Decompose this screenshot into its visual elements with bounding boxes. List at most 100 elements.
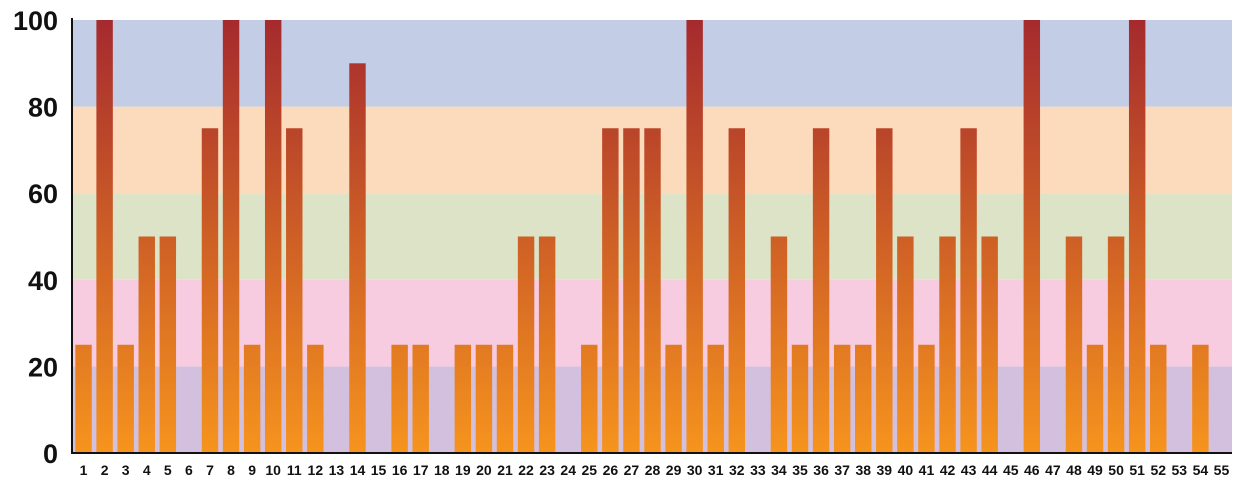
bar-7 [201,128,219,453]
x-tick-label-54: 54 [1193,462,1209,478]
bars [75,20,1209,454]
bar-5 [159,236,177,453]
bar-39 [876,128,893,453]
bar-44 [981,236,998,453]
x-tick-label-4: 4 [143,462,151,478]
x-tick-label-14: 14 [350,462,366,478]
y-tick-label-80: 80 [28,93,58,123]
bar-20 [475,344,493,453]
x-tick-label-30: 30 [687,462,703,478]
bar-30 [686,20,703,453]
bar-25 [581,344,598,453]
x-tick-label-31: 31 [708,462,724,478]
bar-17 [412,344,429,453]
bar-19 [454,344,472,453]
bar-4 [138,236,155,453]
bar-9 [243,344,261,453]
x-tick-label-27: 27 [624,462,640,478]
x-tick-label-43: 43 [961,462,977,478]
x-tick-label-9: 9 [248,462,256,478]
bar-31 [707,344,724,453]
bar-29 [665,344,682,453]
bar-2 [96,20,113,453]
x-tick-label-41: 41 [919,462,935,478]
x-tick-label-28: 28 [645,462,661,478]
bar-23 [538,236,556,453]
bar-48 [1065,236,1083,453]
x-tick-label-23: 23 [539,462,555,478]
x-tick-label-49: 49 [1087,462,1103,478]
x-tick-label-37: 37 [834,462,850,478]
bar-54 [1192,344,1209,453]
x-tick-label-35: 35 [792,462,808,478]
x-tick-label-53: 53 [1172,462,1188,478]
bar-26 [602,128,619,453]
x-tick-label-12: 12 [308,462,324,478]
bar-52 [1150,344,1167,453]
bar-43 [960,128,977,453]
x-tick-label-25: 25 [581,462,597,478]
x-tick-label-2: 2 [101,462,109,478]
x-tick-label-5: 5 [164,462,172,478]
bar-50 [1107,236,1125,453]
bar-14 [349,63,366,454]
x-tick-label-11: 11 [287,462,302,478]
x-tick-label-51: 51 [1129,462,1145,478]
bar-51 [1128,20,1146,453]
x-tick-label-7: 7 [206,462,214,478]
x-tick-label-44: 44 [982,462,998,478]
x-tick-label-16: 16 [392,462,408,478]
y-tick-label-40: 40 [28,266,58,296]
x-tick-label-21: 21 [497,462,513,478]
x-tick-label-42: 42 [940,462,956,478]
x-tick-label-1: 1 [80,462,88,478]
x-tick-labels: 1 2 3 4 5 6 7 8 9 10 11 12 13 14 15 16 17 18 19 20 21 22 23 24 2… [80,462,1230,478]
x-tick-label-17: 17 [413,462,429,478]
x-tick-label-20: 20 [476,462,492,478]
y-tick-labels: 0 20 40 60 80 100 [13,6,58,469]
bar-1 [75,344,92,453]
x-tick-label-34: 34 [771,462,787,478]
x-tick-label-15: 15 [371,462,387,478]
bar-11 [286,128,303,453]
x-tick-label-33: 33 [750,462,766,478]
bar-36 [812,128,830,453]
bar-37 [833,344,851,453]
x-tick-label-36: 36 [813,462,829,478]
bar-3 [117,344,134,453]
x-tick-label-29: 29 [666,462,682,478]
bar-32 [728,128,746,453]
y-tick-label-60: 60 [28,179,58,209]
bar-22 [517,236,535,453]
x-tick-label-46: 46 [1024,462,1040,478]
x-tick-label-19: 19 [455,462,471,478]
bar-41 [918,344,935,453]
x-tick-label-22: 22 [518,462,534,478]
x-tick-label-47: 47 [1045,462,1061,478]
x-tick-label-24: 24 [560,462,576,478]
bar-27 [623,128,640,453]
x-tick-label-50: 50 [1108,462,1124,478]
x-tick-label-10: 10 [265,462,281,478]
x-tick-label-13: 13 [329,462,345,478]
x-tick-label-6: 6 [185,462,193,478]
x-tick-label-40: 40 [898,462,914,478]
bar-35 [791,344,809,453]
x-tick-label-38: 38 [855,462,871,478]
x-tick-label-32: 32 [729,462,745,478]
x-tick-label-52: 52 [1150,462,1166,478]
x-tick-label-8: 8 [227,462,235,478]
y-tick-label-100: 100 [13,6,58,36]
x-tick-label-26: 26 [603,462,619,478]
bar-16 [391,344,408,453]
bar-38 [855,344,872,453]
y-tick-label-20: 20 [28,352,58,382]
bar-28 [644,128,661,453]
bar-10 [264,20,282,453]
bar-8 [222,20,240,453]
bar-21 [496,344,514,453]
x-tick-label-55: 55 [1214,462,1230,478]
background-band-5 [73,20,1232,107]
x-tick-label-48: 48 [1066,462,1082,478]
